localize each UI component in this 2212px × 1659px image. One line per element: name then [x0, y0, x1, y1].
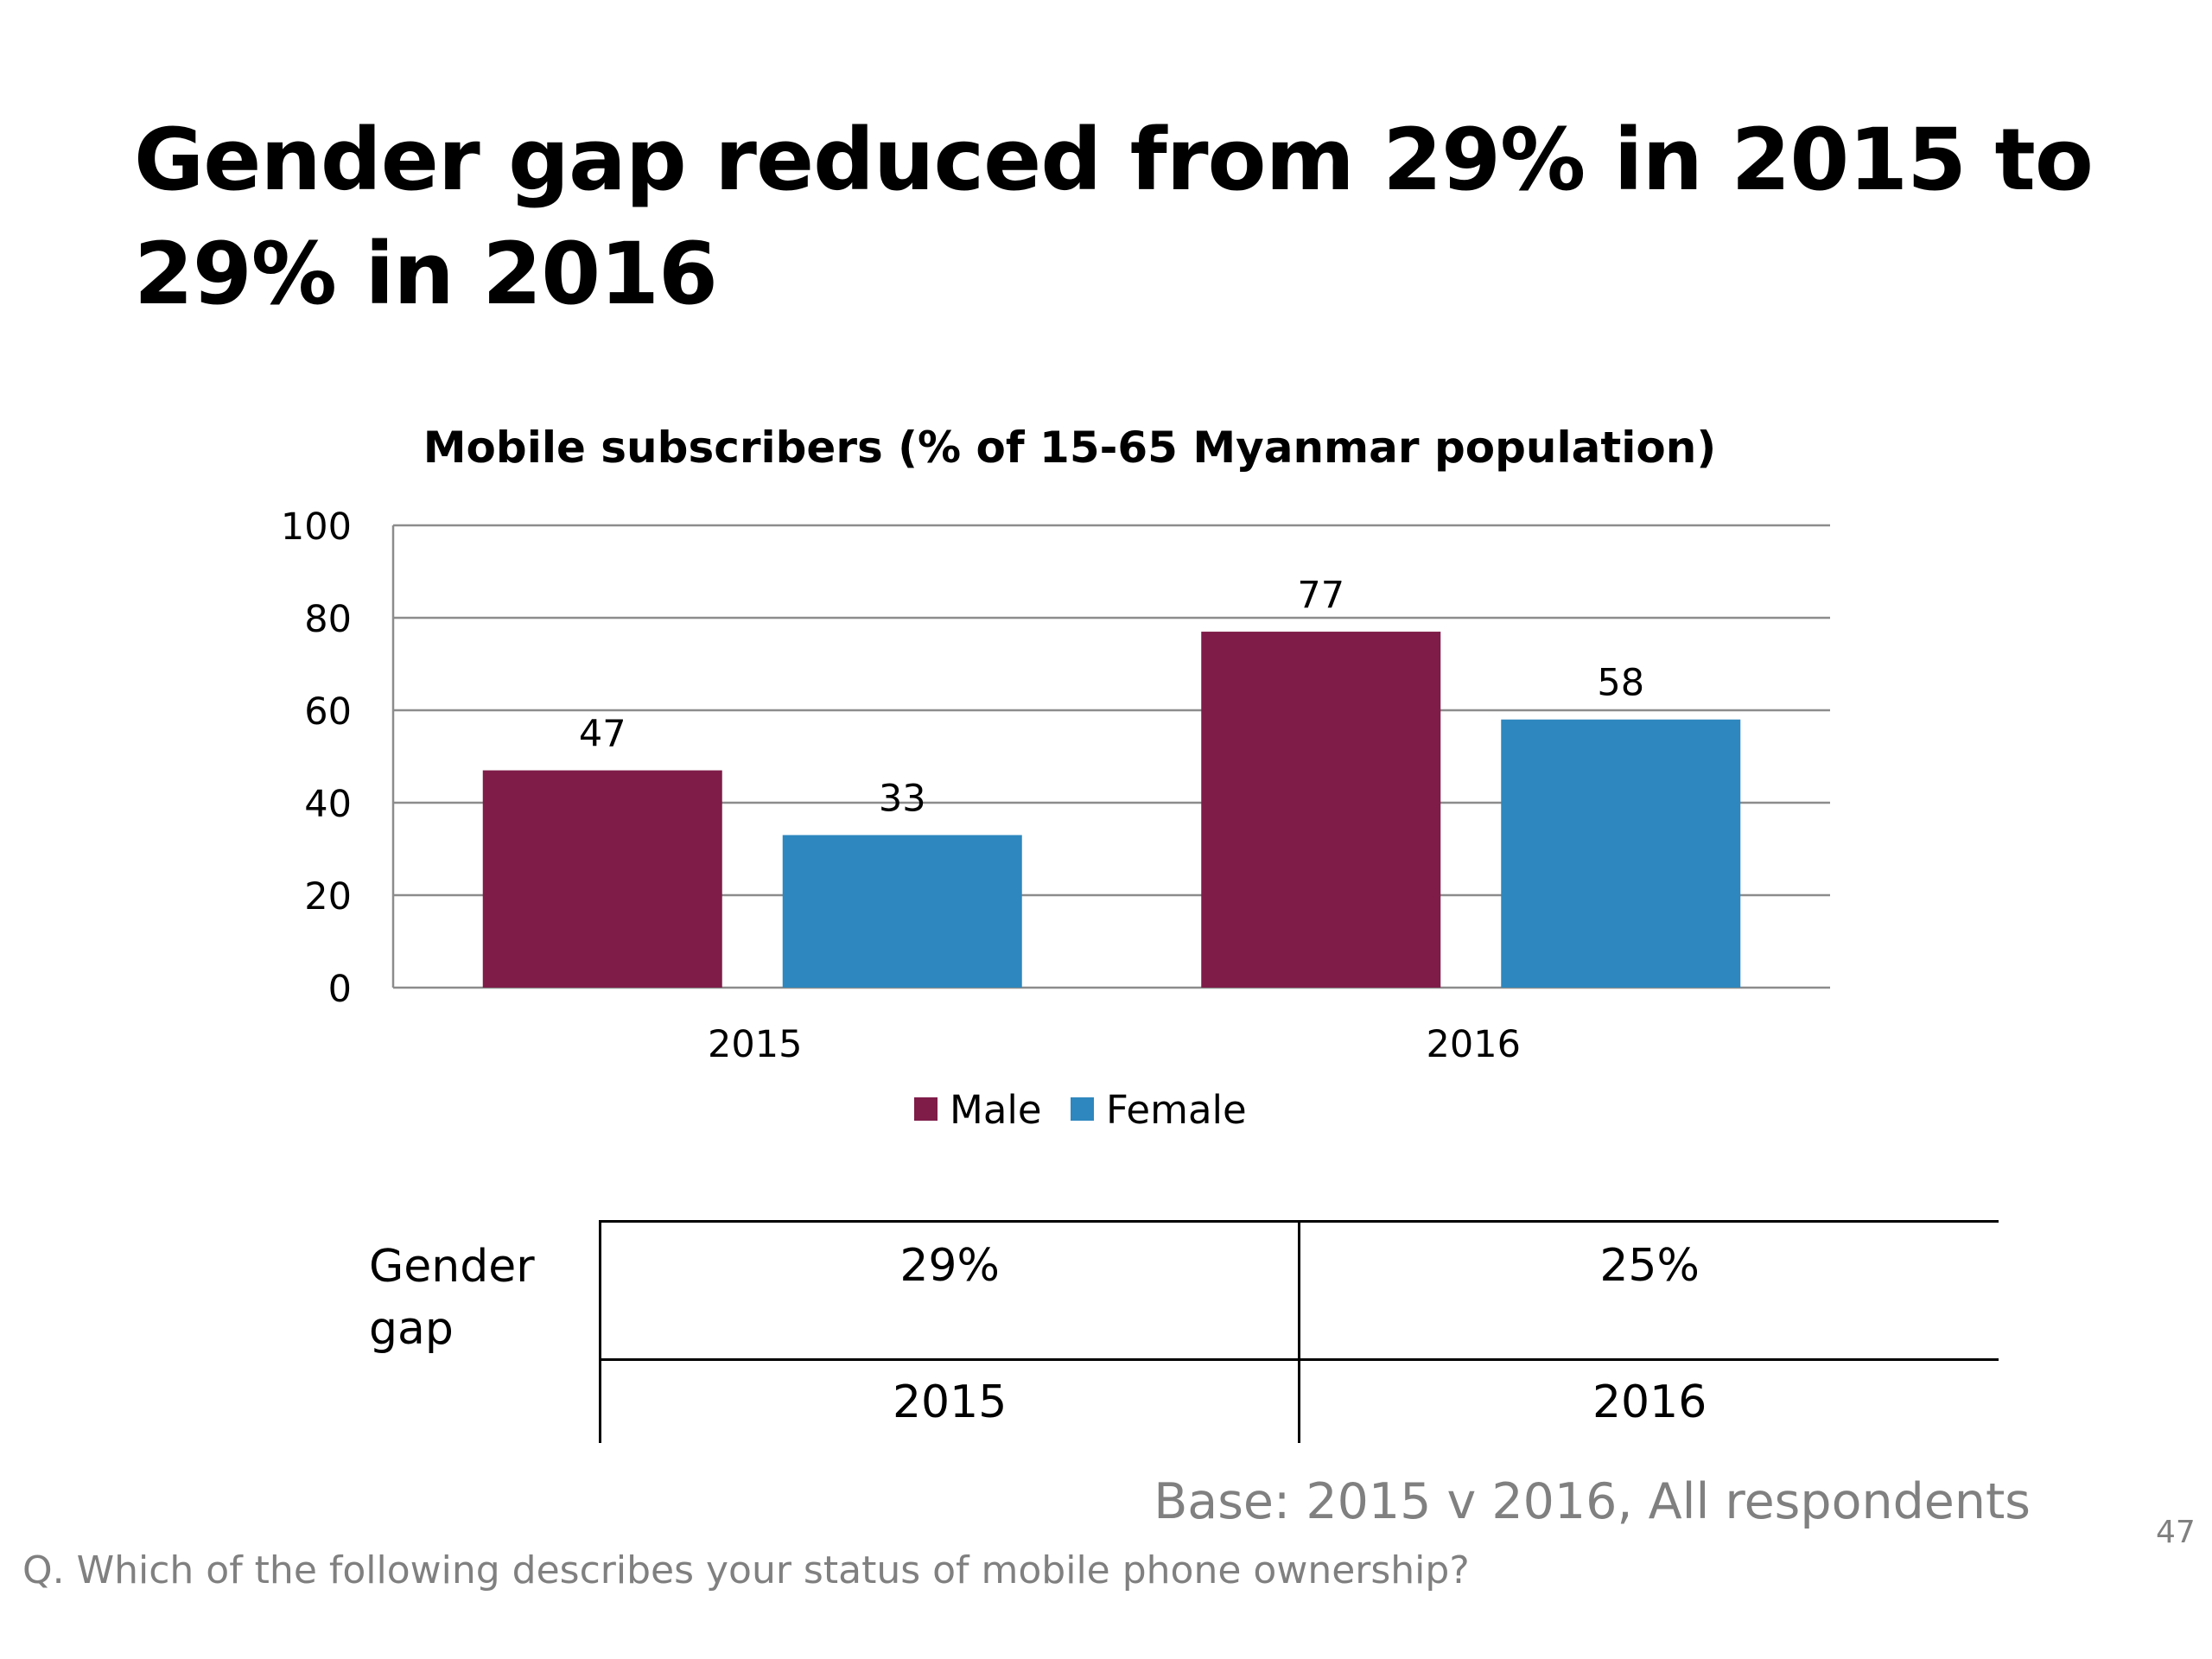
- base-note: Base: 2015 v 2016, All respondents: [1154, 1473, 2031, 1530]
- gap-year-2016: 2016: [1298, 1358, 1999, 1443]
- bars: [482, 632, 1741, 988]
- data-label-female-2016: 58: [1597, 662, 1644, 705]
- gender-gap-table: 29% 25% 2015 2016: [598, 1220, 1999, 1443]
- x-axis-tick-labels: 2015 2016: [708, 1023, 1521, 1066]
- data-labels: 47 33 77 58: [579, 574, 1644, 820]
- bar-female-2015: [782, 835, 1022, 988]
- data-label-male-2015: 47: [579, 713, 626, 756]
- gender-gap-label: Gender gap: [369, 1241, 535, 1355]
- bar-chart: Mobile subscribers (% of 15-65 Myanmar p…: [281, 423, 1830, 1133]
- bar-male-2015: [482, 770, 722, 988]
- y-axis-tick-labels: 0 20 40 60 80 100: [281, 505, 352, 1011]
- data-label-male-2016: 77: [1297, 574, 1344, 617]
- y-tick-label-20: 20: [304, 875, 352, 918]
- legend-swatch-female: [1071, 1097, 1094, 1121]
- legend-label-male: Male: [950, 1087, 1042, 1133]
- chart-title: Mobile subscribers (% of 15-65 Myanmar p…: [423, 423, 1716, 473]
- gap-year-2015: 2015: [598, 1358, 1300, 1443]
- x-tick-label-2016: 2016: [1427, 1023, 1521, 1066]
- gap-value-2016: 25%: [1298, 1220, 1999, 1360]
- y-tick-label-0: 0: [328, 968, 352, 1011]
- slide-title: Gender gap reduced from 29% in 2015 to 2…: [134, 111, 2094, 324]
- legend: Male Female: [914, 1087, 1247, 1133]
- data-label-female-2015: 33: [879, 777, 926, 820]
- legend-swatch-male: [914, 1097, 938, 1121]
- gap-value-2015: 29%: [598, 1220, 1300, 1360]
- legend-label-female: Female: [1106, 1087, 1247, 1133]
- x-tick-label-2015: 2015: [708, 1023, 802, 1066]
- bar-female-2016: [1501, 719, 1741, 988]
- bar-male-2016: [1201, 632, 1441, 988]
- page-number: 47: [2156, 1515, 2196, 1550]
- table-row: 29% 25%: [598, 1220, 1999, 1360]
- question-note: Q. Which of the following describes your…: [22, 1548, 1470, 1592]
- table-row: 2015 2016: [598, 1358, 1999, 1443]
- y-tick-label-40: 40: [304, 783, 352, 826]
- y-tick-label-60: 60: [304, 690, 352, 734]
- y-tick-label-100: 100: [281, 505, 352, 549]
- y-tick-label-80: 80: [304, 598, 352, 641]
